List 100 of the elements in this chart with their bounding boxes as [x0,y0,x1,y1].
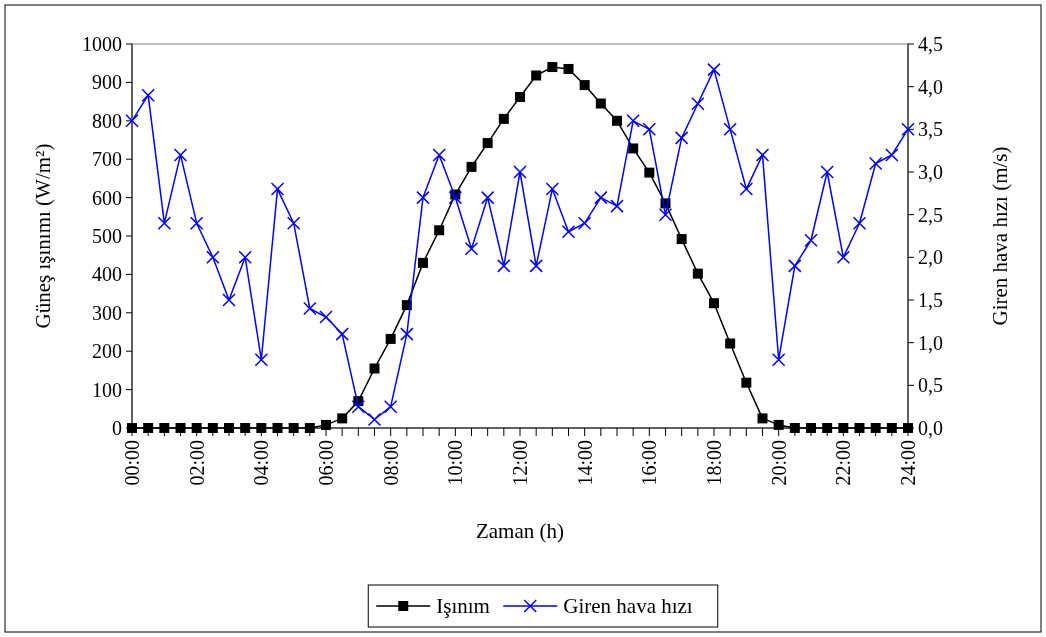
point [125,114,139,128]
y-tick-label: 200 [92,340,122,363]
y-tick-label: 100 [92,378,122,401]
point [674,131,689,145]
point [335,327,349,341]
point [466,161,477,172]
point [270,182,285,196]
point [434,225,445,236]
point [725,338,736,349]
point [644,167,655,178]
point [626,114,640,128]
point [288,423,299,433]
point [723,122,737,137]
point [224,423,234,433]
y-tick-label: 400 [92,263,122,286]
point [482,138,493,149]
y2-tick-label: 1,5 [918,289,943,311]
y2-tick-label: 4,5 [918,33,943,55]
point [272,423,283,433]
point [642,122,657,137]
point [595,98,606,109]
y2-tick-label: 2,0 [918,246,943,269]
point [757,413,768,424]
point [804,233,818,248]
point [709,298,719,309]
y-tick-label: 0 [112,417,122,439]
point [480,190,495,205]
point [286,216,301,230]
x-tick-label: 24:00 [897,440,919,486]
point [207,423,218,433]
point [303,301,317,316]
point [240,423,251,433]
legend-label: Giren hava hızı [563,594,693,619]
point [628,143,639,154]
y-tick-label: 600 [92,186,122,209]
point [707,62,721,77]
point [886,423,897,433]
x-axis-title: Zaman (h) [475,519,565,543]
point [319,310,333,324]
x-tick-label: 08:00 [379,440,402,486]
point [838,423,849,433]
point [141,88,155,102]
point [254,352,269,367]
point [854,423,865,433]
point [238,250,252,265]
y2-tick-label: 4,0 [918,75,943,98]
point [173,148,188,162]
point [870,423,881,433]
y-tick-label: 300 [92,301,122,324]
point [531,70,542,81]
point [577,216,592,230]
point [561,224,576,239]
point [789,423,800,433]
point [515,91,525,102]
x-tick-label: 04:00 [250,440,273,486]
point [432,148,446,162]
x-tick-label: 16:00 [638,440,661,486]
point [385,333,396,344]
y2-tick-label: 0,0 [918,417,943,439]
point [157,216,172,230]
y-axis-title: Güneş ışınımı (W/m²) [31,143,55,329]
y2-axis-title: Giren hava hızı (m/s) [988,146,1013,326]
point [594,190,608,205]
y-tick-label: 800 [92,109,122,132]
point [159,423,170,433]
point [658,207,673,222]
y2-tick-label: 2,5 [918,203,943,226]
point [337,413,348,424]
x-tick-label: 20:00 [767,440,790,486]
point [418,257,428,268]
y-tick-label: 700 [92,148,122,171]
y-tick-label: 1000 [82,33,122,55]
y2-tick-label: 1,0 [918,331,943,354]
point [304,423,315,433]
point [692,268,703,279]
point [448,190,463,205]
point [547,62,558,73]
point [771,352,786,367]
point [563,63,574,74]
point [612,115,622,126]
x-tick-label: 18:00 [703,440,725,486]
point [773,419,784,430]
legend-label: Işınım [436,594,490,619]
point [755,148,770,162]
x-tick-label: 06:00 [315,440,337,486]
point [691,96,705,111]
point [143,423,154,433]
point [545,182,560,196]
point [836,250,851,265]
y2-tick-label: 0,5 [918,374,943,397]
point [885,148,899,162]
point [175,423,186,433]
point [497,259,511,273]
y-tick-label: 900 [92,71,122,94]
point [822,423,833,433]
x-tick-label: 14:00 [573,440,596,486]
point [400,327,414,341]
point [321,419,331,430]
point [367,412,382,427]
point [739,182,754,196]
